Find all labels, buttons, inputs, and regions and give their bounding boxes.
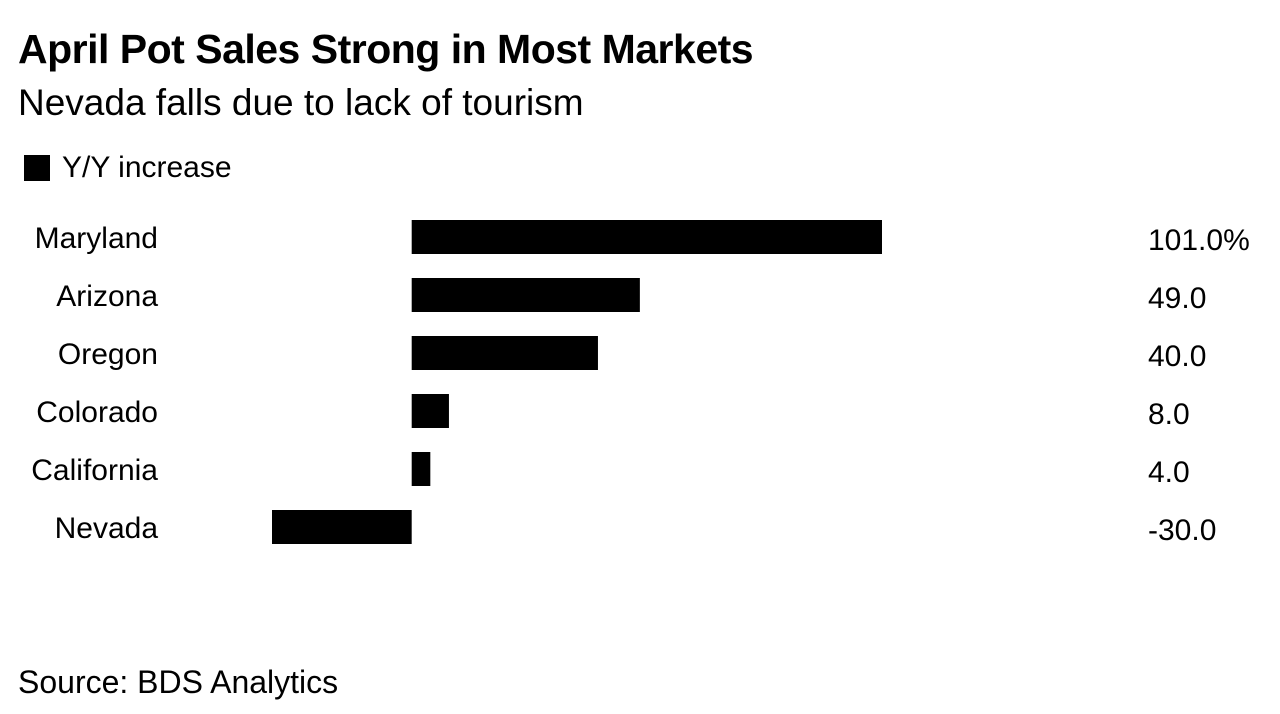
category-label-california: California: [31, 454, 158, 487]
legend-swatch: [24, 155, 50, 181]
value-label-nevada: -30.0: [1148, 514, 1216, 547]
chart-legend: Y/Y increase: [24, 148, 232, 188]
bar-california: [411, 452, 431, 486]
category-label-arizona: Arizona: [56, 280, 158, 313]
value-label-california: 4.0: [1148, 456, 1190, 489]
category-label-oregon: Oregon: [58, 338, 158, 371]
bar-oregon: [411, 336, 598, 370]
chart-subtitle: Nevada falls due to lack of tourism: [18, 82, 584, 123]
chart-title: April Pot Sales Strong in Most Markets: [18, 26, 754, 72]
category-label-colorado: Colorado: [36, 396, 158, 429]
category-label-maryland: Maryland: [35, 222, 158, 255]
bar-nevada: [272, 510, 412, 544]
bar-maryland: [411, 220, 882, 254]
value-label-oregon: 40.0: [1148, 340, 1206, 373]
bar-chart: Maryland 101.0% Arizona 49.0 Oregon 40.0 Color…: [31, 220, 1250, 547]
bar-arizona: [411, 278, 640, 312]
bar-colorado: [411, 394, 449, 428]
category-label-nevada: Nevada: [55, 512, 159, 545]
value-label-colorado: 8.0: [1148, 398, 1190, 431]
value-label-arizona: 49.0: [1148, 282, 1206, 315]
legend-label: Y/Y increase: [62, 151, 232, 184]
value-label-maryland: 101.0%: [1148, 224, 1250, 257]
source-note: Source: BDS Analytics: [18, 664, 339, 700]
